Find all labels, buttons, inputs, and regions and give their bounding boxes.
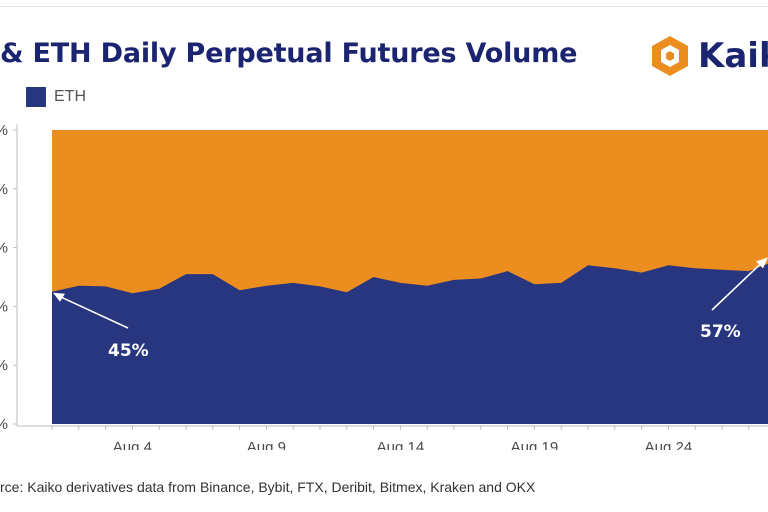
logo-text: Kaiko [698,36,768,76]
kaiko-hexagon-logo-icon [652,36,688,76]
source-note: rce: Kaiko derivatives data from Binance… [0,479,536,495]
annotation-arrowhead-end [756,257,768,269]
y-tick-label: % [0,122,8,139]
x-tick-label: Aug 14 [377,439,425,450]
annotation-arrow-start [57,294,129,329]
legend-label-eth: ETH [54,88,86,105]
top-rule [0,6,768,7]
x-tick-label: Aug 24 [645,439,693,450]
y-tick-label: % [0,357,8,374]
legend-swatch-eth [26,87,46,107]
x-tick-label: Aug 4 [113,439,152,450]
x-tick-label: Aug 19 [511,439,559,450]
y-tick-label: % [0,240,8,257]
kaiko-logo: Kaiko [648,34,768,78]
y-tick-label: % [0,298,8,315]
annotation-label-start: 45% [108,341,149,361]
annotation-arrowhead-start [53,292,65,302]
annotation-label-end: 57% [700,322,741,342]
y-tick-label: % [0,181,8,198]
chart-title: & ETH Daily Perpetual Futures Volume [0,38,578,69]
annotation-arrow-end [711,261,763,311]
eth-area [52,263,768,424]
x-tick-label: Aug 9 [247,439,286,450]
y-tick-label: % [0,416,8,433]
